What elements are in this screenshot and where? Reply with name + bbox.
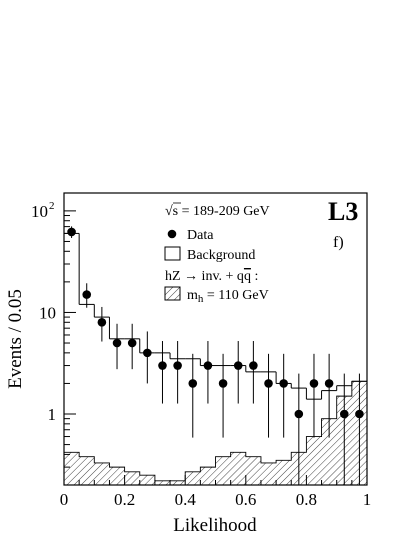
legend-data-label: Data (187, 228, 214, 243)
data-point (173, 361, 182, 370)
y-tick-exponent: 2 (49, 200, 55, 212)
panel-label: f) (333, 234, 344, 251)
data-point (218, 379, 228, 388)
x-tick-label: 0.4 (175, 490, 197, 509)
data-point (67, 227, 76, 237)
x-axis-title: Likelihood (173, 515, 257, 536)
y-axis-title: Events / 0.05 (5, 289, 26, 389)
y-tick-label: 10 (31, 202, 48, 221)
energy-annotation: √s = 189-209 GeV (165, 204, 270, 219)
signal-histogram-layer (64, 380, 367, 485)
x-tick-label: 0.6 (235, 490, 256, 509)
legend-background-label: Background (187, 248, 255, 263)
data-point (233, 361, 243, 370)
legend-signal-swatch (164, 286, 181, 301)
data-point (264, 379, 273, 388)
data-point (112, 338, 122, 348)
x-tick-labels: 0 0.2 0.4 0.6 0.8 1 (60, 490, 372, 509)
data-point (127, 338, 137, 348)
legend-data-marker (167, 229, 177, 239)
data-point (339, 409, 349, 419)
legend-signal-label: mh = 110 GeV (187, 288, 269, 305)
data-points-layer (67, 226, 364, 485)
data-point (97, 317, 107, 327)
x-tick-label: 0.2 (114, 490, 135, 509)
data-point (324, 379, 334, 388)
signal-histogram (64, 380, 367, 485)
x-tick-label: 1 (363, 490, 372, 509)
data-point (188, 379, 198, 388)
x-tick-label: 0.8 (296, 490, 317, 509)
x-tick-label: 0 (60, 490, 69, 509)
y-tick-label: 10 (39, 303, 56, 322)
data-point (279, 379, 288, 388)
data-point (158, 361, 167, 370)
data-point (249, 361, 258, 370)
data-point (294, 409, 304, 419)
data-point (82, 290, 92, 299)
y-tick-label: 1 (48, 405, 57, 424)
experiment-logo: L3 (328, 197, 358, 226)
data-point (143, 348, 152, 358)
data-point (309, 379, 319, 388)
process-label: hZ → inv. + qq : (165, 269, 258, 284)
data-point (355, 409, 364, 419)
axis-ticks (63, 210, 368, 486)
legend-background-swatch (164, 246, 181, 261)
data-point (203, 361, 213, 370)
